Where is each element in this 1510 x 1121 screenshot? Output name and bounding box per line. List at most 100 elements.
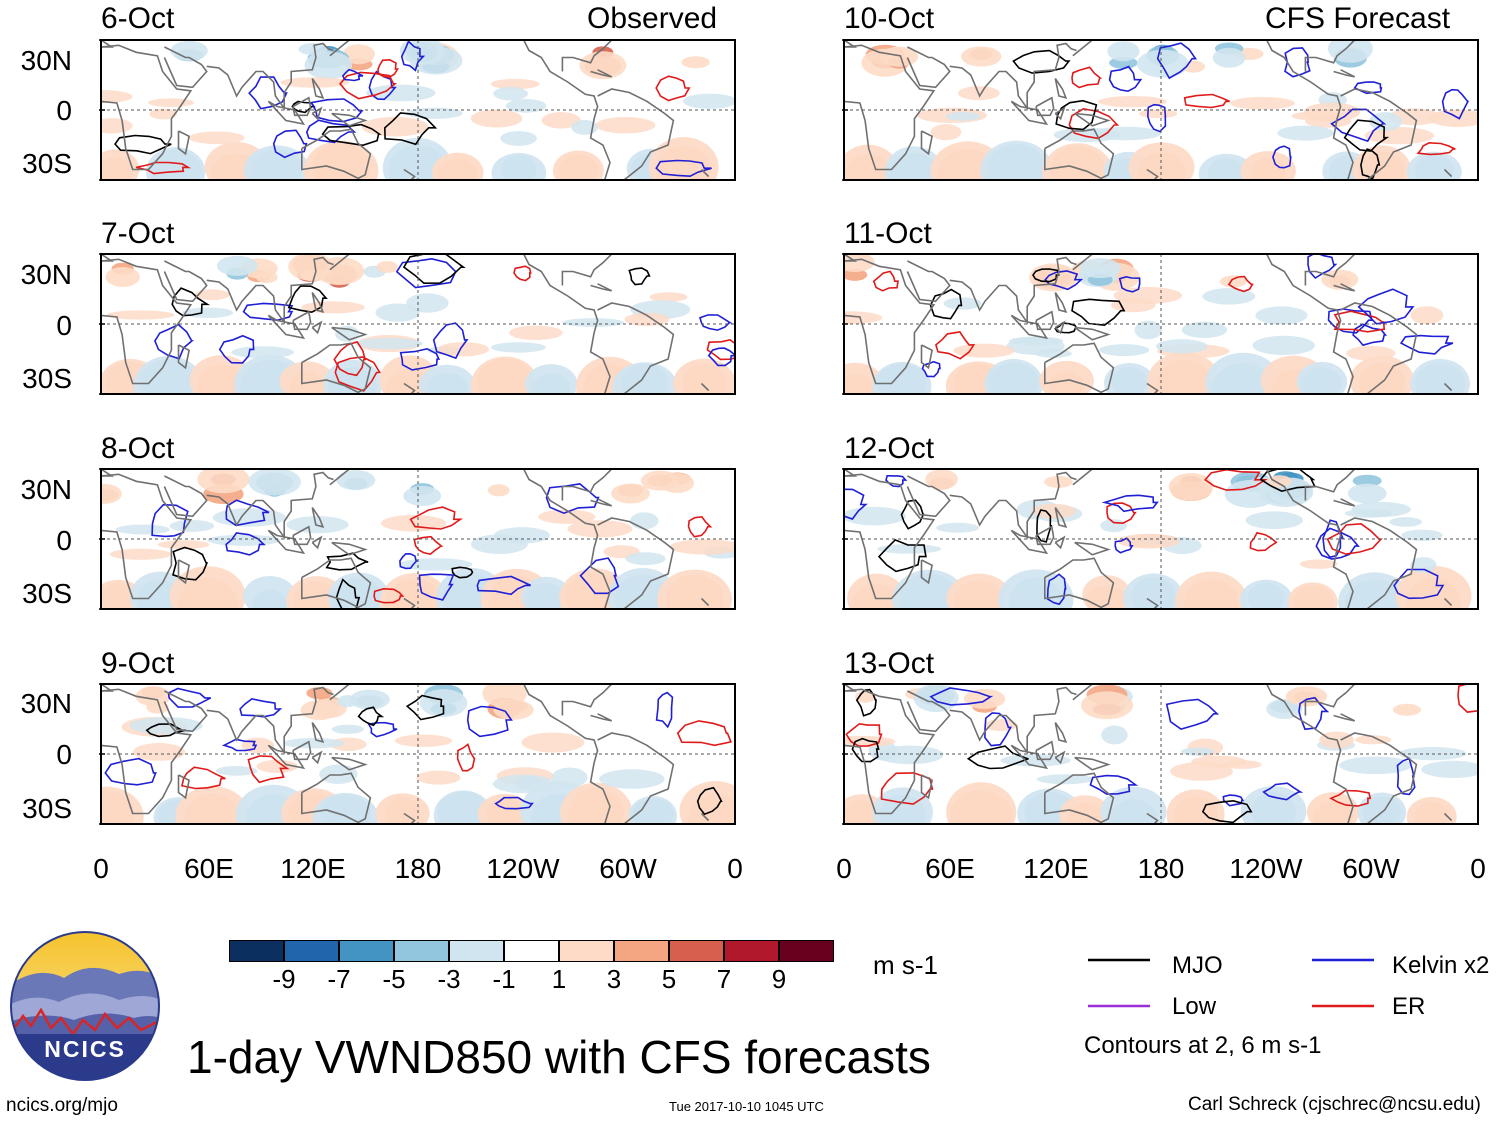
anomaly-region: [300, 269, 328, 282]
anomaly-region: [1347, 483, 1387, 504]
anomaly-region: [394, 734, 453, 747]
ncics-logo: NCICS: [10, 931, 160, 1081]
coastline: [597, 732, 675, 824]
anomaly-region: [1240, 151, 1296, 180]
contour-line: [171, 287, 211, 317]
contour-line: [696, 786, 723, 816]
coastline: [1074, 112, 1111, 127]
anomaly-region: [331, 724, 365, 734]
coastline: [1044, 128, 1115, 180]
contour-line: [167, 687, 212, 708]
contour-line: [1307, 254, 1338, 280]
contour-line: [1114, 537, 1134, 554]
contour-line: [1012, 49, 1071, 74]
coastline: [522, 40, 611, 180]
coastline: [1340, 732, 1418, 824]
anomaly-region: [1137, 49, 1189, 78]
legend-label-low: Low: [1172, 993, 1217, 1020]
anomaly-region: [1100, 519, 1128, 533]
contour-line: [655, 159, 712, 178]
anomaly-region: [101, 90, 133, 104]
contour-line: [655, 691, 674, 729]
anomaly-region: [1198, 153, 1255, 180]
lon-tick-label: 120W: [486, 853, 560, 884]
coastline: [1072, 254, 1093, 271]
anomaly-region: [1344, 509, 1393, 518]
coastline: [844, 473, 936, 600]
anomaly-region: [133, 743, 186, 761]
contour-line: [1360, 148, 1381, 180]
anomaly-region: [1421, 760, 1478, 779]
contour-line: [239, 698, 283, 718]
anomaly-region: [376, 260, 398, 273]
anomaly-region: [551, 767, 588, 788]
coastline: [311, 292, 325, 313]
footer-credit: Carl Schreck (cjschrec@ncsu.edu): [1188, 1094, 1481, 1115]
anomaly-region: [1036, 774, 1094, 785]
coastline: [1333, 69, 1356, 78]
contour-line: [1156, 42, 1198, 80]
anomaly-region: [945, 112, 981, 121]
anomaly-region: [157, 540, 210, 550]
coastline: [1035, 96, 1055, 117]
coastline: [292, 96, 312, 117]
anomaly-region: [500, 131, 537, 146]
contour-line: [877, 538, 927, 573]
contour-line: [1071, 66, 1103, 89]
contour-line: [934, 331, 976, 360]
contour-line: [1330, 108, 1387, 143]
coastline: [1333, 713, 1356, 722]
anomaly-region: [844, 506, 906, 526]
coastline: [522, 254, 611, 394]
anomaly-region: [1389, 517, 1423, 527]
coastline: [1054, 320, 1066, 335]
contour-line: [929, 687, 994, 706]
anomaly-region: [419, 689, 468, 718]
colorbar-swatch: [284, 940, 339, 962]
anomaly-region: [963, 688, 1006, 709]
coastline: [700, 597, 710, 607]
coastline: [1443, 382, 1453, 392]
coastline: [292, 740, 312, 761]
anomaly-region: [673, 358, 735, 394]
anomaly-region: [115, 524, 170, 535]
anomaly-region: [256, 759, 298, 773]
panel-date-title: 7-Oct: [101, 217, 175, 250]
anomaly-region: [406, 107, 463, 119]
coastline: [1304, 684, 1356, 716]
anomaly-region: [1327, 40, 1373, 63]
contour-line: [145, 723, 186, 738]
contour-line: [1106, 502, 1137, 525]
contour-line: [321, 123, 382, 147]
contour-line: [1044, 270, 1084, 291]
coastline: [590, 498, 613, 507]
panel-date-title: 11-Oct: [844, 217, 932, 250]
colorbar-swatch: [339, 940, 394, 962]
contour-line: [1352, 323, 1388, 347]
coastline: [163, 260, 208, 303]
anomaly-region: [1406, 796, 1457, 824]
contour-line: [1183, 93, 1230, 109]
anomaly-region: [515, 776, 546, 791]
anomaly-region: [170, 40, 208, 61]
coastline: [329, 40, 350, 57]
anomaly-region: [1175, 571, 1248, 609]
anomaly-region: [1097, 95, 1167, 108]
contour-line: [1298, 696, 1330, 731]
anomaly-region: [930, 124, 962, 141]
anomaly-region: [493, 699, 534, 720]
lon-tick-label: 120E: [1023, 853, 1089, 884]
anomaly-region: [679, 781, 735, 824]
coastline: [311, 535, 323, 550]
lat-tick-label: 30S: [22, 363, 72, 394]
anomaly-region: [1181, 321, 1228, 339]
coastline: [1265, 40, 1354, 180]
coastline: [177, 774, 191, 800]
observed-map-panel: [99, 253, 736, 395]
anomaly-region: [560, 782, 633, 824]
anomaly-region: [490, 78, 540, 90]
contour-line: [357, 706, 385, 727]
coastline: [301, 772, 372, 824]
coastline: [331, 756, 368, 771]
anomaly-region: [1303, 102, 1361, 122]
